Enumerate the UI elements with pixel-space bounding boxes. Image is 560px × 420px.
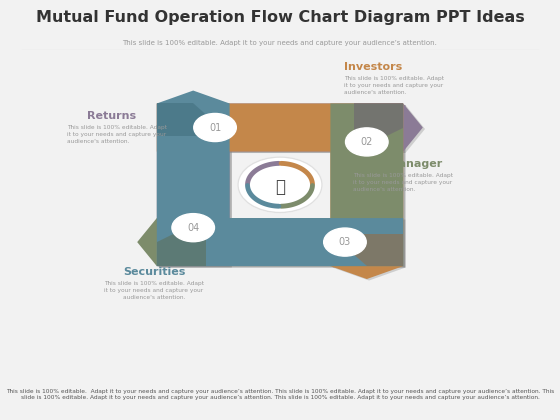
Circle shape: [324, 228, 366, 256]
Text: This slide is 100% editable.  Adapt it to your needs and capture your audience’s: This slide is 100% editable. Adapt it to…: [6, 389, 554, 400]
Text: 01: 01: [209, 123, 221, 133]
Polygon shape: [354, 103, 403, 152]
Polygon shape: [159, 105, 405, 281]
Polygon shape: [157, 218, 206, 266]
Text: 👥: 👥: [275, 178, 285, 196]
Text: 03: 03: [339, 237, 351, 247]
Polygon shape: [137, 103, 403, 266]
Polygon shape: [157, 91, 403, 266]
Text: Mutual Fund Operation Flow Chart Diagram PPT Ideas: Mutual Fund Operation Flow Chart Diagram…: [36, 10, 524, 25]
Circle shape: [194, 113, 236, 142]
Text: Fund Manager: Fund Manager: [353, 160, 442, 170]
Text: This slide is 100% editable. Adapt
it to your needs and capture your
audience's : This slide is 100% editable. Adapt it to…: [67, 126, 167, 144]
Text: This slide is 100% editable. Adapt
it to your needs and capture your
audience's : This slide is 100% editable. Adapt it to…: [344, 76, 445, 94]
Polygon shape: [157, 103, 423, 266]
Text: 04: 04: [187, 223, 199, 233]
Text: Investors: Investors: [344, 61, 403, 71]
Polygon shape: [139, 105, 405, 268]
Text: This slide is 100% editable. Adapt it to your needs and capture your audience’s : This slide is 100% editable. Adapt it to…: [123, 40, 437, 46]
Polygon shape: [157, 103, 230, 136]
Text: This slide is 100% editable. Adapt
it to your needs and capture your
audience's : This slide is 100% editable. Adapt it to…: [353, 173, 453, 192]
Text: This slide is 100% editable. Adapt
it to your needs and capture your
audience's : This slide is 100% editable. Adapt it to…: [104, 281, 204, 299]
Circle shape: [238, 157, 322, 213]
Polygon shape: [159, 105, 425, 268]
Polygon shape: [159, 92, 405, 268]
Text: 02: 02: [361, 137, 373, 147]
Circle shape: [172, 214, 214, 242]
Text: Securities: Securities: [123, 267, 185, 277]
Polygon shape: [157, 103, 403, 279]
Text: Returns: Returns: [87, 111, 136, 121]
Circle shape: [346, 128, 388, 156]
Polygon shape: [330, 234, 403, 266]
